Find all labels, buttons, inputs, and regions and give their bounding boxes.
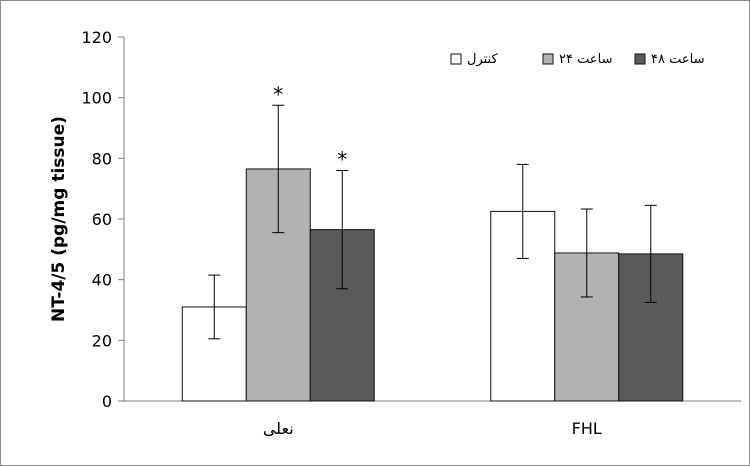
y-tick-label: 0	[102, 392, 112, 411]
legend-swatch-1	[450, 53, 462, 65]
legend-swatch-3	[634, 53, 646, 65]
y-tick-label: 120	[81, 28, 112, 47]
y-tick-label: 80	[92, 149, 112, 168]
legend-swatch-2	[542, 53, 554, 65]
y-tick-label: 40	[92, 271, 112, 290]
y-tick-label: 20	[92, 331, 112, 350]
legend-label-3: ۴۸ ساعت	[651, 52, 705, 67]
legend-label-1: کنترل	[467, 52, 498, 67]
legend-label-2: ۲۴ ساعت	[559, 52, 613, 67]
x-category-label: نعلی	[263, 419, 294, 438]
significance-mark: *	[337, 147, 347, 171]
significance-mark: *	[273, 82, 283, 106]
y-tick-label: 60	[92, 210, 112, 229]
x-category-label: FHL	[572, 419, 602, 438]
y-tick-label: 100	[81, 89, 112, 108]
y-axis-title: NT-4/5 (pg/mg tissue)	[49, 116, 69, 322]
